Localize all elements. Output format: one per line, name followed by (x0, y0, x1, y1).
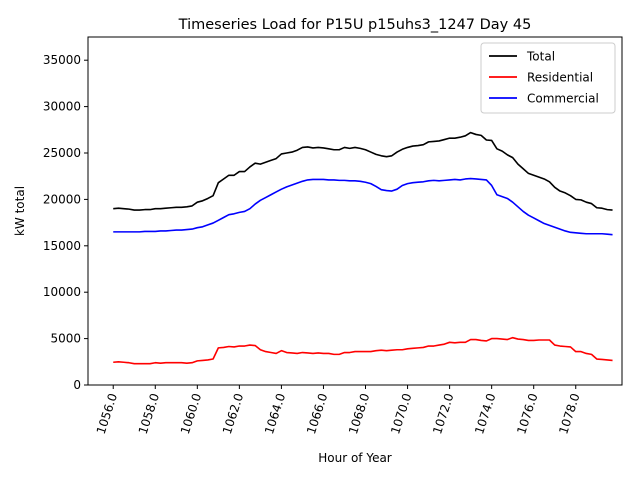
y-tick-label: 0 (73, 378, 81, 392)
x-axis-label: Hour of Year (318, 451, 392, 465)
legend: Total Residential Commercial (480, 42, 616, 114)
chart-title: Timeseries Load for P15U p15uhs3_1247 Da… (178, 17, 532, 33)
y-axis-label: kW total (13, 186, 27, 236)
y-tick-label: 30000 (43, 100, 81, 114)
legend-label-residential: Residential (527, 71, 593, 85)
series-group (113, 131, 613, 365)
legend-label-commercial: Commercial (527, 92, 599, 106)
y-tick-label: 20000 (43, 192, 81, 206)
y-tick-label: 35000 (43, 53, 81, 67)
y-tick-label: 25000 (43, 146, 81, 160)
y-tick-label: 15000 (43, 239, 81, 253)
y-tick-label: 5000 (50, 332, 81, 346)
plot-frame (87, 36, 623, 386)
series-line-residential (113, 336, 613, 365)
legend-label-total: Total (526, 50, 555, 64)
series-line-commercial (113, 177, 613, 236)
y-tick-label: 10000 (43, 285, 81, 299)
legend-box (480, 42, 616, 114)
y-axis: 0 5000 10000 15000 20000 25000 30000 35000 (43, 53, 88, 392)
series-line-total (113, 131, 613, 211)
